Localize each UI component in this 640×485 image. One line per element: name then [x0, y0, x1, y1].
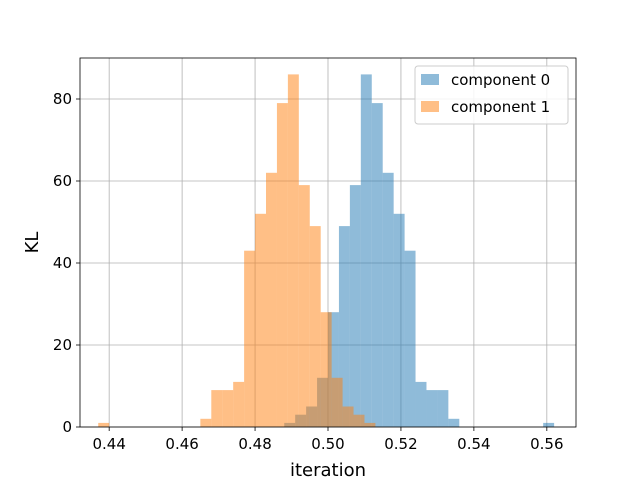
- histogram-bar-series-0: [328, 312, 339, 427]
- histogram-bar-series-1: [255, 213, 266, 427]
- histogram-bar-series-0: [448, 418, 460, 427]
- histogram-bar-series-0: [371, 103, 383, 427]
- y-tick-label: 80: [53, 90, 72, 108]
- histogram-bar-series-1: [298, 185, 310, 427]
- histogram-bar-series-1: [222, 390, 234, 427]
- histogram-bar-series-1: [364, 422, 376, 427]
- y-tick-label: 40: [53, 254, 72, 272]
- x-tick-label: 0.46: [165, 435, 198, 453]
- histogram-bar-series-0: [360, 74, 372, 428]
- histogram-bar-series-0: [393, 213, 405, 427]
- legend-box: [414, 65, 569, 125]
- legend-swatch: [421, 74, 439, 85]
- x-tick-label: 0.52: [384, 435, 417, 453]
- legend-label: component 0: [451, 71, 550, 89]
- x-tick-label: 0.56: [530, 435, 563, 453]
- x-tick-label: 0.44: [92, 435, 125, 453]
- legend-swatch: [421, 101, 439, 112]
- histogram-bar-series-0: [543, 422, 555, 427]
- histogram-bar-series-0: [437, 390, 449, 427]
- bars: [98, 74, 555, 428]
- histogram-bar-series-1: [320, 312, 332, 427]
- x-tick-label: 0.54: [457, 435, 490, 453]
- histogram-bar-series-1: [331, 377, 343, 427]
- x-tick-label: 0.50: [311, 435, 344, 453]
- histogram-bar-series-0: [338, 226, 350, 427]
- histogram-bar-series-0: [415, 381, 427, 427]
- histogram-bar-series-0: [426, 390, 438, 427]
- histogram-bar-series-1: [342, 406, 354, 427]
- histogram-bar-series-1: [98, 422, 110, 427]
- x-axis-label: iteration: [290, 460, 366, 480]
- y-tick-label: 20: [53, 336, 72, 354]
- histogram-bar-series-1: [233, 381, 245, 427]
- legend[interactable]: component 0 component 1: [414, 65, 569, 125]
- histogram-bar-series-1: [276, 103, 288, 427]
- histogram-bar-series-1: [287, 74, 299, 428]
- y-tick-label: 60: [53, 172, 72, 190]
- histogram-bar-series-1: [353, 414, 365, 427]
- histogram-bar-series-0: [404, 250, 416, 427]
- y-tick-label: 0: [62, 418, 72, 436]
- x-tick-label: 0.48: [238, 435, 271, 453]
- histogram-bar-series-0: [382, 172, 394, 427]
- histogram-bar-series-0: [349, 185, 361, 427]
- histogram-bar-series-1: [200, 418, 212, 427]
- histogram-bar-series-1: [244, 250, 256, 427]
- histogram-bar-series-1: [309, 226, 321, 427]
- histogram-bar-series-1: [211, 390, 223, 427]
- histogram-bar-series-1: [266, 172, 277, 427]
- ticks: 0.44 0.46 0.48 0.50 0.52 0.54 0.56 0 20 40 60 80: [53, 90, 564, 453]
- legend-label: component 1: [451, 98, 550, 116]
- y-axis-label: KL: [22, 232, 43, 254]
